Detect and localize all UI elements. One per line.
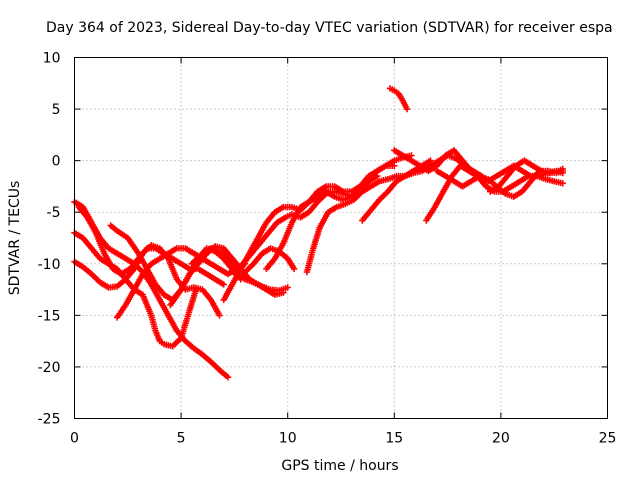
chart-title: Day 364 of 2023, Sidereal Day-to-day VTE…	[46, 20, 613, 36]
grid	[74, 57, 608, 419]
marker-plus-points	[209, 245, 291, 294]
y-tick-label: -25	[38, 412, 61, 428]
y-tick-label: 5	[52, 102, 61, 118]
y-tick-label: -20	[38, 360, 61, 376]
series-track-19	[487, 157, 566, 195]
series-track-15	[386, 85, 411, 113]
y-tick-label: -10	[38, 257, 61, 273]
marker-plus-points	[386, 85, 411, 113]
plot-border	[74, 57, 608, 419]
y-tick-label: 0	[52, 154, 61, 170]
y-axis-label: SDTVAR / TECUs	[7, 181, 23, 296]
x-tick-label: 25	[599, 431, 617, 447]
series-track-9	[209, 245, 291, 294]
y-tick-label: -5	[47, 205, 61, 221]
x-tick-label: 10	[279, 431, 297, 447]
marker-plus-points	[263, 152, 415, 273]
y-tick-label: -15	[38, 308, 61, 324]
x-tick-label: 15	[385, 431, 403, 447]
series-track-12	[263, 152, 415, 273]
marker-plus-points	[487, 157, 566, 195]
ticks	[74, 57, 608, 419]
x-tick-label: 5	[177, 431, 186, 447]
tick-labels: 0 5 10 15 20 25 -25 -20 -15 -10 -5 0 5 10	[38, 51, 617, 447]
y-tick-label: 10	[43, 51, 61, 67]
x-tick-label: 0	[70, 431, 79, 447]
x-tick-label: 20	[492, 431, 510, 447]
x-axis-label: GPS time / hours	[281, 458, 398, 474]
